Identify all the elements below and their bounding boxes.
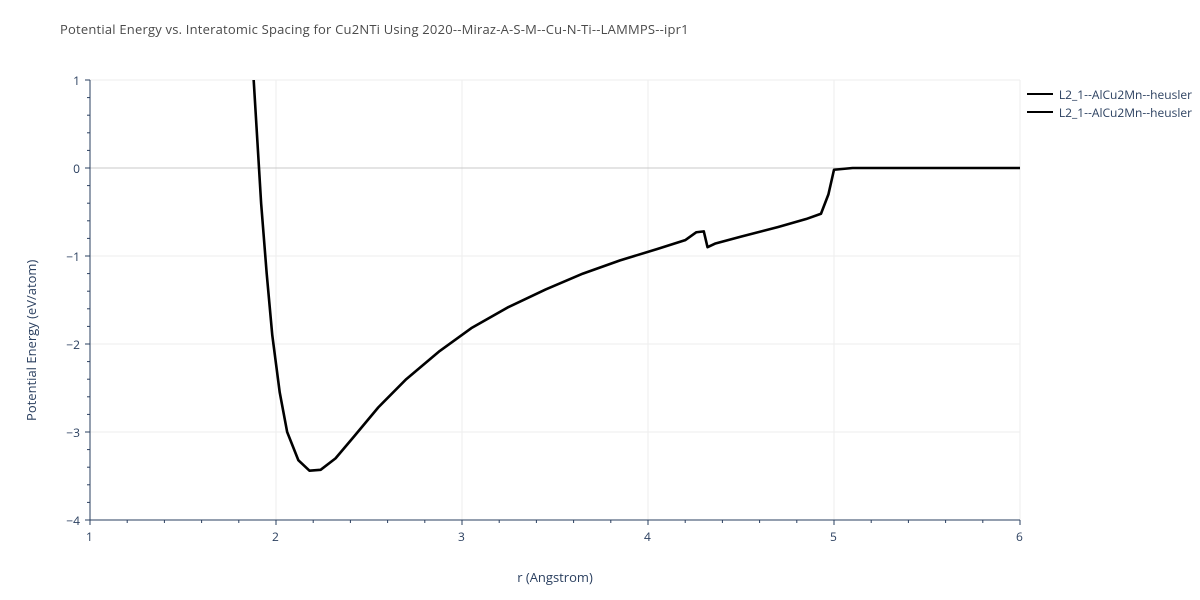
x-tick-label: 1 [86,528,93,545]
legend-swatch-icon [1027,93,1053,95]
y-tick-label: 0 [73,160,80,177]
legend-item[interactable]: L2_1--AlCu2Mn--heusler [1027,103,1192,121]
chart-title: Potential Energy vs. Interatomic Spacing… [60,20,689,38]
x-tick-label: 6 [1016,528,1023,545]
y-tick-label: −1 [66,248,80,265]
legend-item[interactable]: L2_1--AlCu2Mn--heusler [1027,85,1192,103]
y-axis-label: Potential Energy (eV/atom) [22,260,40,421]
y-tick-label: −2 [66,336,80,353]
legend-label: L2_1--AlCu2Mn--heusler [1059,86,1192,103]
x-axis-label: r (Angstrom) [90,568,1020,586]
x-tick-label: 3 [458,528,465,545]
legend-swatch-icon [1027,111,1053,113]
y-tick-label: −3 [66,424,80,441]
y-tick-label: 1 [73,72,80,89]
x-tick-label: 4 [644,528,651,545]
x-tick-label: 2 [272,528,279,545]
legend[interactable]: L2_1--AlCu2Mn--heusler L2_1--AlCu2Mn--he… [1027,85,1192,121]
legend-label: L2_1--AlCu2Mn--heusler [1059,104,1192,121]
x-tick-label: 5 [830,528,837,545]
chart-container: { "chart": { "type": "line", "title": "P… [0,0,1200,600]
y-tick-label: −4 [66,512,80,529]
plot-svg [0,0,1200,600]
